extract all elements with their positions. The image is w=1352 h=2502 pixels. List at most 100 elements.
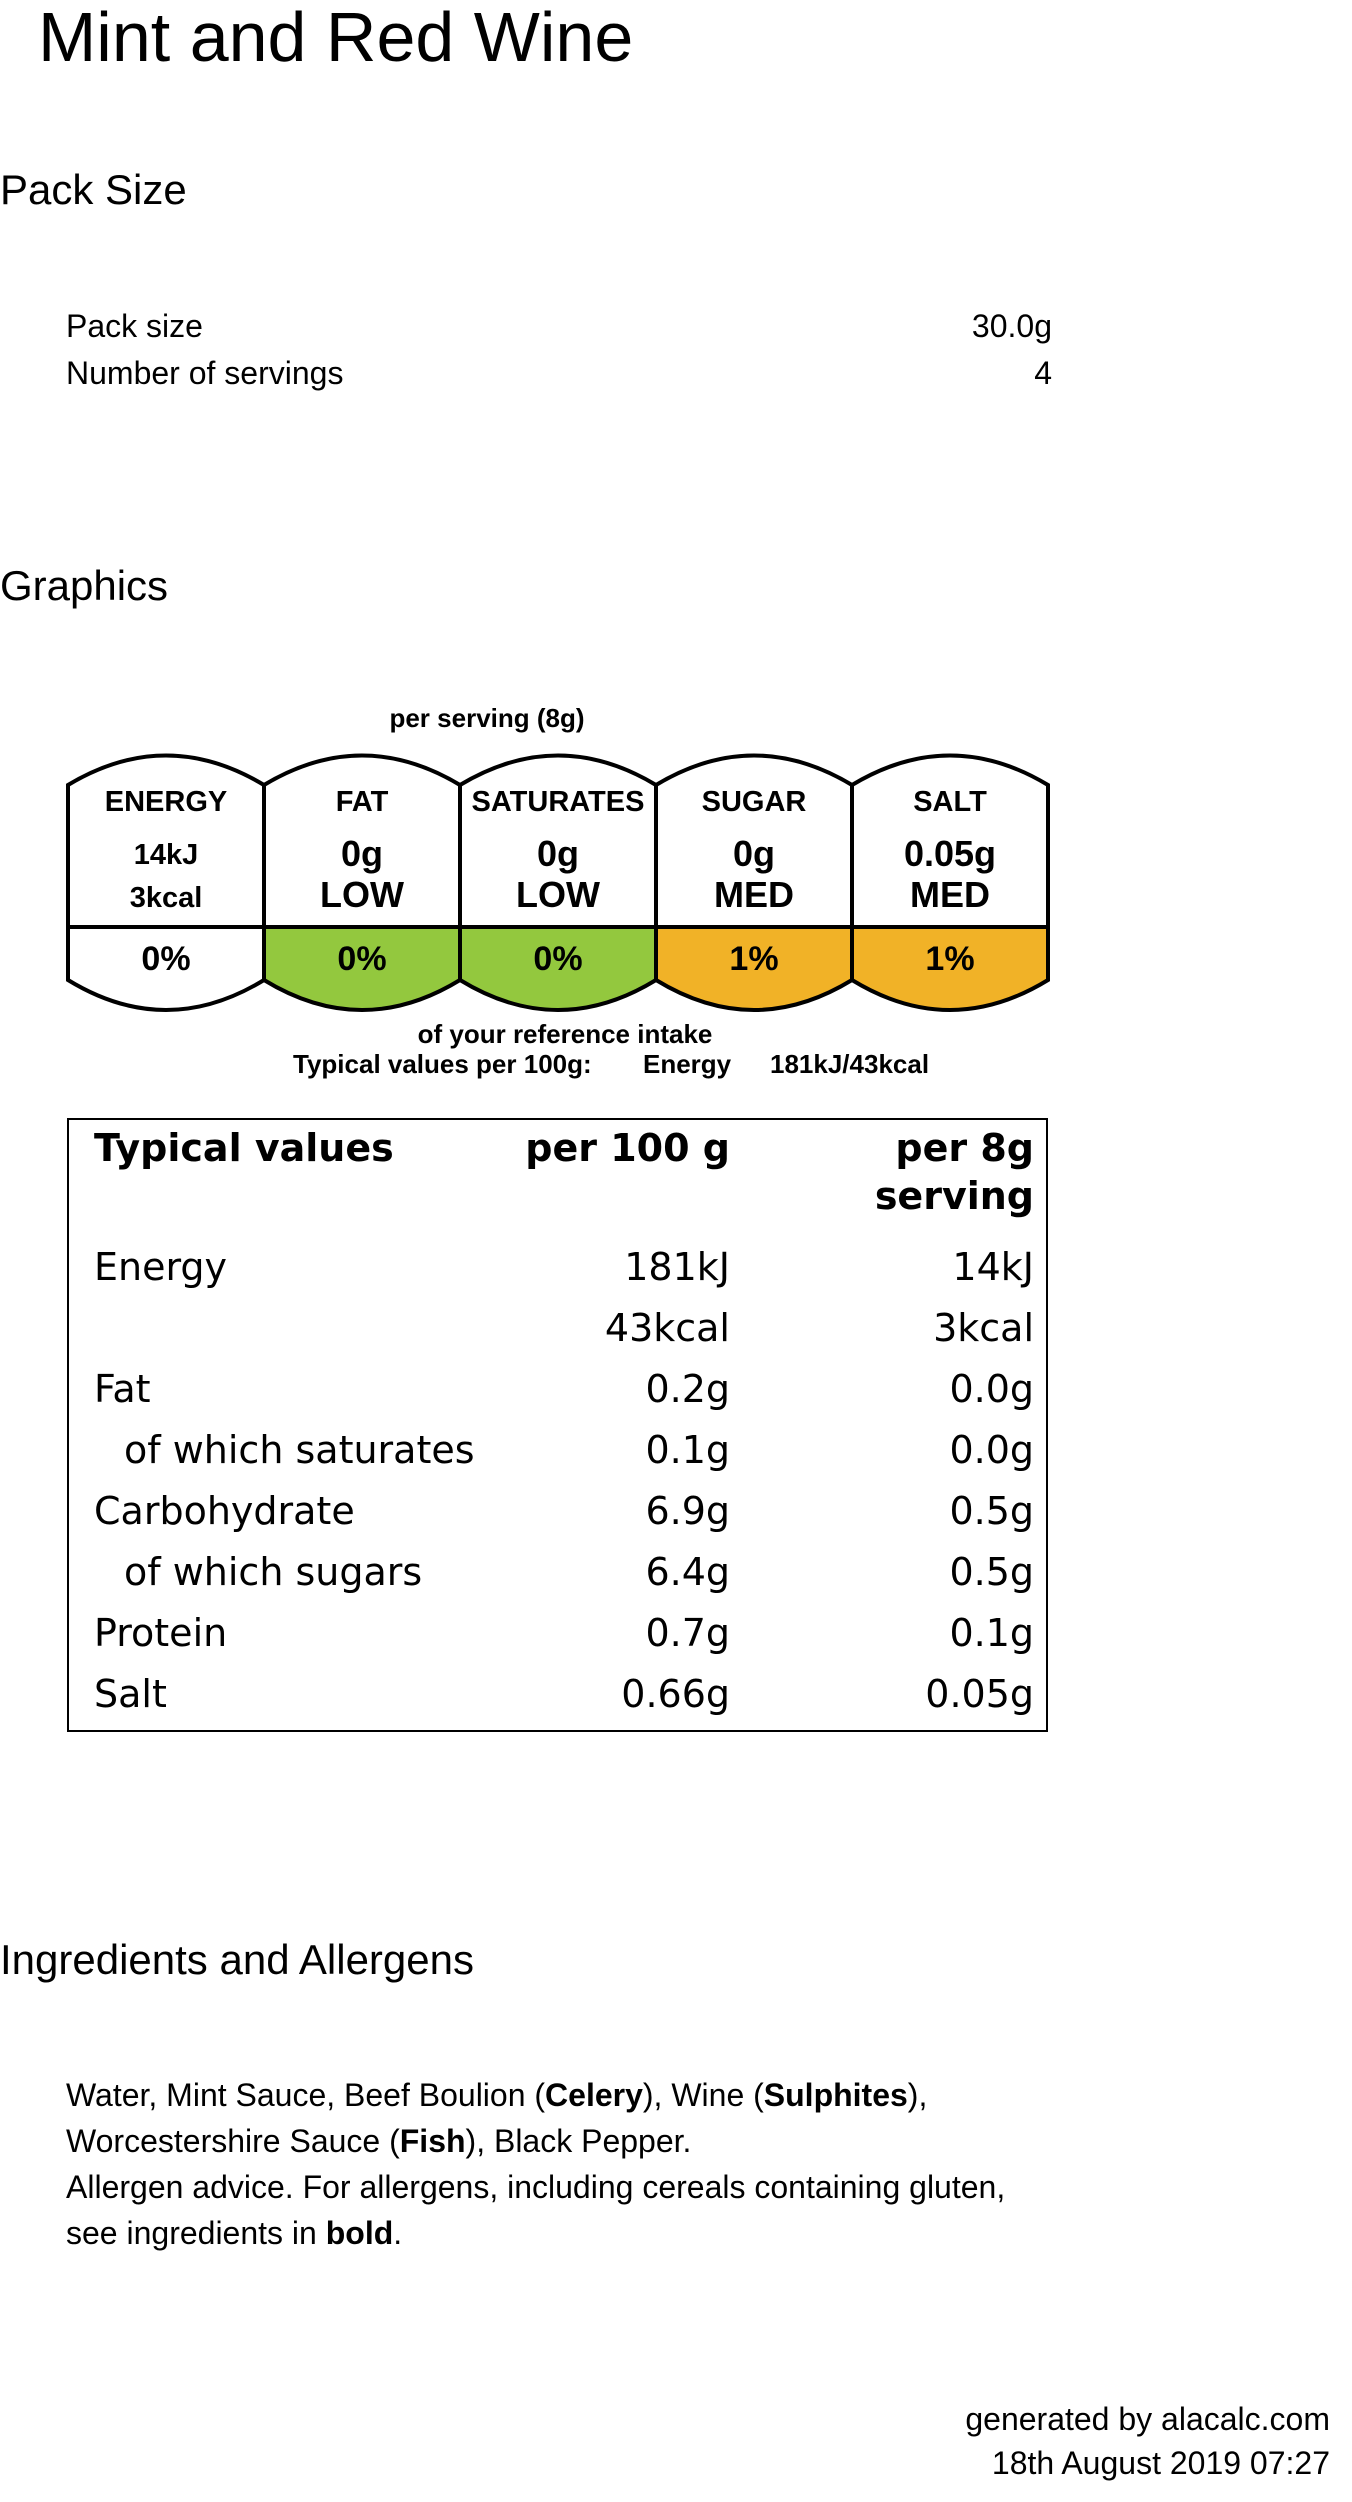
generated-by: generated by alacalc.com (965, 2401, 1330, 2437)
nutrient-label: of which sugars (124, 1550, 423, 1594)
allergen-celery: Celery (545, 2077, 643, 2113)
nutrient-per-100g: 0.7g (645, 1611, 730, 1655)
section-heading-graphics: Graphics (0, 562, 169, 609)
nutrient-per-serving: 0.0g (949, 1367, 1034, 1411)
nutrient-label: Fat (94, 1367, 151, 1411)
allergen-sulphites: Sulphites (763, 2077, 908, 2113)
number-of-servings-label: Number of servings (66, 355, 344, 391)
ingredients-text: ), Black Pepper. (465, 2123, 692, 2159)
gda-item-top-shape (458, 753, 658, 929)
per-serving-caption: per serving (8g) (389, 703, 584, 733)
section-heading-pack-size: Pack Size (0, 166, 187, 213)
gda-item-percent: 0% (337, 940, 386, 978)
ingredients-line-1: Water, Mint Sauce, Beef Boulion (Celery)… (66, 2072, 1116, 2118)
gda-item-name: SUGAR (702, 786, 807, 818)
header-per-100g: per 100 g (525, 1126, 730, 1170)
front-of-pack-label: per serving (8g) ENERGY14kJ3kcal0%FAT0gL… (66, 703, 1050, 1079)
nutrient-label: of which saturates (124, 1428, 475, 1472)
nutrient-label: Protein (94, 1611, 228, 1655)
ingredients-text: ), Wine ( (642, 2077, 764, 2113)
nutrition-row: of which saturates 0.1g 0.0g (69, 1428, 1046, 1488)
footer: generated by alacalc.com 18th August 201… (965, 2397, 1330, 2485)
nutrient-label: Carbohydrate (94, 1489, 355, 1533)
advice-text: . (393, 2215, 403, 2251)
nutrition-row: Protein 0.7g 0.1g (69, 1611, 1046, 1671)
gda-item-name: SATURATES (472, 786, 645, 818)
gda-item-energy: ENERGY 14kJ 3kcal 0% (66, 753, 266, 1012)
pack-size-row: Pack size 30.0g (66, 308, 1052, 345)
gda-item-level: MED (910, 874, 990, 915)
gda-item-level: LOW (516, 874, 600, 915)
gda-item-amount: 0g (341, 833, 383, 874)
nutrient-per-100g: 6.9g (645, 1489, 730, 1533)
header-per-serving-line2: serving (874, 1174, 1034, 1218)
nutrient-per-serving: 0.5g (949, 1489, 1034, 1533)
gda-item-percent: 1% (729, 940, 778, 978)
gda-item-amount: 0g (733, 833, 775, 874)
nutrient-per-100g: 0.66g (621, 1672, 730, 1716)
nutrient-per-serving: 0.5g (949, 1550, 1034, 1594)
ingredients-text: Worcestershire Sauce ( (66, 2123, 400, 2159)
nutrition-table: Typical values per 100 g per 8g serving … (67, 1118, 1048, 1732)
nutrient-per-100g: 0.1g (645, 1428, 730, 1472)
nutrient-per-100g: 181kJ (624, 1245, 730, 1289)
gda-item-percent: 0% (533, 940, 582, 978)
page-title: Mint and Red Wine (38, 0, 634, 76)
typical-values-label: Typical values per 100g: (293, 1049, 592, 1079)
nutrition-header-row: Typical values per 100 g per 8g (69, 1126, 1046, 1186)
nutrient-label: Salt (94, 1672, 167, 1716)
nutrient-per-serving: 0.1g (949, 1611, 1034, 1655)
gda-item-top-shape (262, 753, 462, 929)
nutrient-per-serving: 3kcal (933, 1306, 1034, 1350)
pack-size-label: Pack size (66, 308, 203, 344)
gda-item-percent: 0% (141, 940, 190, 978)
gda-item-top-shape (654, 753, 854, 929)
header-typical-values: Typical values (94, 1126, 394, 1170)
pack-size-value: 30.0g (971, 308, 1052, 344)
gda-item-bottom-shape (66, 925, 266, 1012)
ingredients-text: ), (907, 2077, 928, 2113)
gda-item-top-shape (850, 753, 1050, 929)
header-per-serving-line1: per 8g (895, 1126, 1034, 1170)
gda-item-name: FAT (336, 786, 389, 818)
generated-date: 18th August 2019 07:27 (991, 2445, 1330, 2481)
nutrient-label: Energy (94, 1245, 228, 1289)
section-heading-ingredients: Ingredients and Allergens (0, 1936, 474, 1983)
gda-item-name: ENERGY (105, 786, 227, 818)
gda-item-bottom-shape (458, 925, 658, 1012)
gda-items: ENERGY14kJ3kcal0%FAT0gLOW0%SATURATES0gLO… (66, 753, 1050, 1012)
nutrient-per-serving: 0.05g (925, 1672, 1034, 1716)
gda-item-amount: 0g (537, 833, 579, 874)
nutrition-row: Carbohydrate 6.9g 0.5g (69, 1489, 1046, 1549)
nutrition-row: Fat 0.2g 0.0g (69, 1367, 1046, 1427)
number-of-servings-value: 4 (1034, 355, 1052, 391)
ingredients-text: Water, Mint Sauce, Beef Boulion ( (66, 2077, 546, 2113)
typical-energy-label: Energy (643, 1049, 732, 1079)
nutrition-row: of which sugars 6.4g 0.5g (69, 1550, 1046, 1610)
nutrient-per-100g: 43kcal (604, 1306, 730, 1350)
nutrient-per-100g: 6.4g (645, 1550, 730, 1594)
gda-item-bottom-shape (262, 925, 462, 1012)
reference-intake-caption: of your reference intake (418, 1019, 713, 1049)
gda-item-name: SALT (913, 786, 987, 818)
advice-text: see ingredients in (66, 2215, 326, 2251)
ingredients-block: Water, Mint Sauce, Beef Boulion (Celery)… (66, 2072, 1116, 2256)
gda-item-level: MED (714, 874, 794, 915)
ingredients-line-2: Worcestershire Sauce (Fish), Black Peppe… (66, 2118, 1116, 2164)
allergen-fish: Fish (399, 2123, 466, 2159)
allergen-advice-line-2: see ingredients in bold. (66, 2210, 1116, 2256)
typical-energy-value: 181kJ/43kcal (770, 1049, 929, 1079)
gda-item-amount: 14kJ (134, 839, 199, 871)
gda-item-level: 3kcal (130, 882, 203, 914)
gda-item-percent: 1% (925, 940, 974, 978)
gda-item-top-shape (66, 753, 266, 929)
gda-item-bottom-shape (850, 925, 1050, 1012)
allergen-advice-line-1: Allergen advice. For allergens, includin… (66, 2169, 1006, 2205)
nutrient-per-100g: 0.2g (645, 1367, 730, 1411)
nutrition-row: Salt 0.66g 0.05g (69, 1672, 1046, 1732)
gda-item-amount: 0.05g (904, 833, 996, 874)
nutrition-header-row-2: serving (69, 1174, 1046, 1234)
